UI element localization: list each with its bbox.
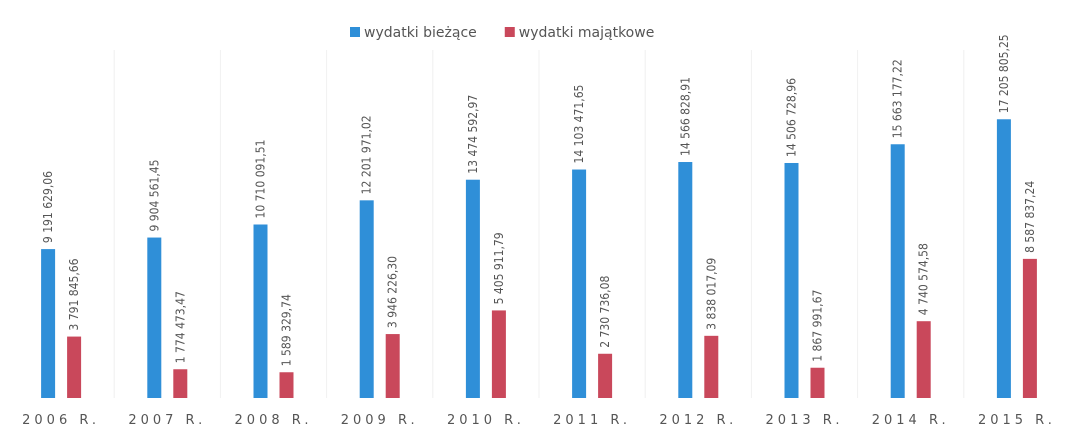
legend-swatch xyxy=(504,27,515,37)
x-tick-label: 2009 R. xyxy=(341,413,419,428)
bar xyxy=(784,162,799,398)
value-label: 4 740 574,58 xyxy=(917,243,931,315)
bar xyxy=(678,162,693,398)
bar xyxy=(704,335,719,398)
legend-label: wydatki bieżące xyxy=(364,25,477,41)
bar xyxy=(1022,258,1037,398)
bar xyxy=(359,200,374,398)
value-label: 14 506 728,96 xyxy=(785,78,799,157)
value-label: 2 730 736,08 xyxy=(598,276,612,348)
legend-swatch xyxy=(350,27,360,37)
value-label: 3 946 226,30 xyxy=(386,256,400,328)
value-label: 3 838 017,09 xyxy=(704,258,718,330)
value-label: 9 904 561,45 xyxy=(147,159,161,231)
bar xyxy=(385,334,400,398)
x-tick-label: 2014 R. xyxy=(872,413,950,428)
bar xyxy=(491,310,506,398)
x-tick-label: 2013 R. xyxy=(766,413,844,428)
value-label: 1 774 473,47 xyxy=(173,291,187,363)
bar xyxy=(67,336,82,398)
x-tick-label: 2012 R. xyxy=(659,413,737,428)
bar xyxy=(890,144,905,398)
bar xyxy=(598,353,613,398)
value-label: 1 867 991,67 xyxy=(811,290,825,362)
value-label: 3 791 845,66 xyxy=(67,258,81,330)
value-label: 10 710 091,51 xyxy=(254,140,268,219)
value-label: 14 566 828,91 xyxy=(678,77,692,156)
bar xyxy=(572,169,587,398)
bar xyxy=(279,372,294,398)
bar xyxy=(147,237,162,398)
x-tick-label: 2008 R. xyxy=(235,413,313,428)
value-label: 14 103 471,65 xyxy=(572,85,586,164)
x-tick-label: 2011 R. xyxy=(553,413,631,428)
bar xyxy=(810,367,825,398)
value-label: 17 205 805,25 xyxy=(997,34,1011,113)
bar xyxy=(253,224,268,398)
legend-label: wydatki majątkowe xyxy=(519,25,655,41)
value-label: 12 201 971,02 xyxy=(360,115,374,194)
x-tick-label: 2010 R. xyxy=(447,413,525,428)
value-label: 5 405 911,79 xyxy=(492,232,506,304)
bar xyxy=(173,369,188,398)
value-label: 13 474 592,97 xyxy=(466,95,480,174)
bar xyxy=(465,179,480,398)
bar xyxy=(916,321,931,398)
bar xyxy=(996,119,1011,398)
value-label: 9 191 629,06 xyxy=(41,171,55,243)
value-label: 15 663 177,22 xyxy=(891,59,905,138)
bar xyxy=(41,249,56,398)
value-label: 8 587 837,24 xyxy=(1023,181,1037,253)
value-label: 1 589 329,74 xyxy=(280,294,294,366)
x-tick-label: 2007 R. xyxy=(128,413,206,428)
x-tick-label: 2015 R. xyxy=(978,413,1056,428)
x-tick-label: 2006 R. xyxy=(22,413,100,428)
